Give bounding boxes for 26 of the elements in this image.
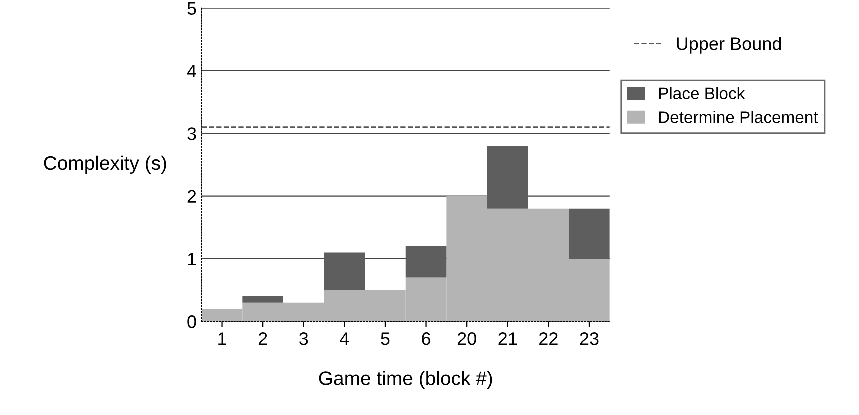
x-tick-label: 5 xyxy=(381,332,390,346)
x-tick-label: 2 xyxy=(258,332,268,346)
bar xyxy=(242,296,284,303)
legend-label: Upper Bound xyxy=(677,37,782,54)
y-tick-label: 2 xyxy=(188,190,196,203)
y-tick-label: 0 xyxy=(188,316,196,328)
x-tick-label: 4 xyxy=(340,332,350,346)
bar xyxy=(569,208,610,259)
x-tick-label: 22 xyxy=(540,332,558,346)
legend-label: Determine Placement xyxy=(659,111,818,124)
bar xyxy=(487,146,528,209)
bar xyxy=(406,246,447,278)
x-axis-title: Game time (block #) xyxy=(319,371,492,390)
x-tick-label: 23 xyxy=(580,332,599,346)
x-tick-label: 1 xyxy=(218,332,226,346)
y-axis-title: Complexity (s) xyxy=(44,156,166,174)
x-tick-label: 20 xyxy=(458,332,476,346)
legend-label: Place Block xyxy=(659,87,746,100)
x-tick-label: 6 xyxy=(422,332,431,346)
bar xyxy=(324,252,366,290)
y-tick-label: 4 xyxy=(187,65,196,78)
x-tick-label: 3 xyxy=(300,332,308,346)
y-tick-label: 5 xyxy=(188,2,196,16)
y-tick-label: 3 xyxy=(188,128,196,140)
y-tick-label: 1 xyxy=(188,253,196,266)
x-tick-label: 21 xyxy=(498,332,518,346)
